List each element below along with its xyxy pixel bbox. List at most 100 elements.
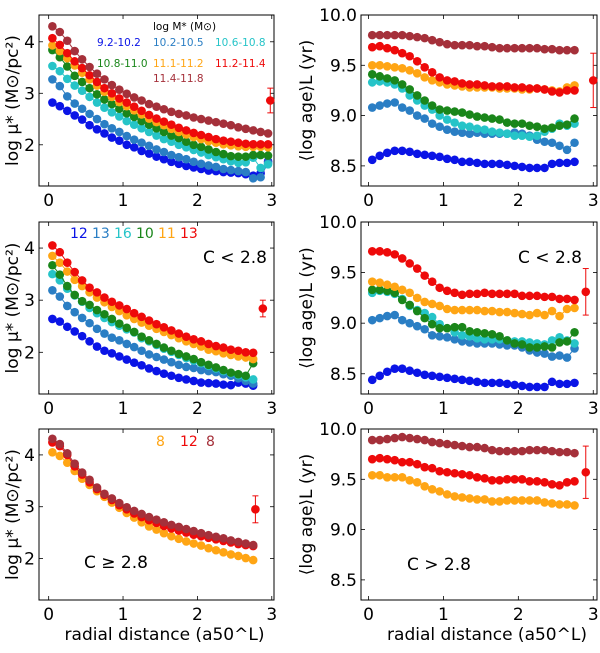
data-point — [92, 98, 102, 107]
y-tick-label: 9.0 — [330, 521, 357, 541]
data-point — [397, 364, 407, 374]
data-point — [405, 31, 414, 41]
data-point — [562, 294, 572, 304]
x-tick-label: 1 — [438, 605, 449, 625]
data-point — [465, 129, 474, 138]
data-point — [100, 95, 109, 104]
data-point — [495, 128, 504, 137]
data-point — [196, 159, 206, 169]
y-tick-label: 8.5 — [330, 157, 357, 177]
data-point — [100, 346, 109, 356]
data-point — [144, 99, 154, 109]
error-bar — [581, 268, 591, 316]
data-point — [174, 329, 184, 338]
data-point — [248, 348, 258, 358]
data-point — [55, 52, 65, 62]
data-point — [487, 378, 497, 388]
data-point — [77, 86, 87, 96]
data-point — [100, 309, 109, 319]
data-point — [159, 355, 169, 364]
sample-count: 13 — [180, 226, 198, 242]
data-point — [427, 151, 437, 161]
data-point — [555, 338, 564, 347]
data-point — [248, 139, 258, 149]
data-point — [562, 478, 572, 487]
data-point — [570, 327, 579, 337]
data-point — [70, 71, 79, 81]
error-bar-point — [258, 304, 268, 313]
data-point — [457, 108, 467, 117]
data-point — [397, 254, 407, 263]
data-point — [457, 79, 467, 88]
data-point — [100, 489, 109, 499]
data-point — [390, 455, 400, 465]
data-point — [510, 161, 519, 171]
data-point — [570, 295, 579, 305]
data-point — [375, 151, 385, 161]
data-point — [375, 453, 385, 463]
data-point — [412, 368, 422, 378]
data-point — [397, 432, 407, 442]
y-tick-label: 4 — [24, 33, 35, 53]
data-point — [263, 151, 273, 160]
data-point — [152, 525, 161, 534]
data-point — [420, 370, 429, 380]
data-point — [85, 318, 94, 328]
series-10.8-11.0 — [48, 260, 258, 381]
data-point — [100, 103, 109, 113]
data-point — [55, 66, 65, 76]
data-point — [465, 442, 474, 452]
legend: log M* (M⊙) 9.2-10.2 10.2-10.5 10.6-10.8 10.… — [97, 21, 266, 85]
data-point — [219, 534, 228, 543]
data-point — [196, 142, 206, 152]
error-bar — [265, 87, 275, 114]
data-point — [570, 448, 579, 458]
data-point — [62, 458, 72, 467]
legend-entry: 11.2-11.4 — [215, 58, 266, 70]
data-point — [256, 139, 265, 149]
data-point — [450, 374, 459, 384]
data-point — [100, 119, 109, 129]
data-point — [174, 109, 184, 119]
data-point — [181, 524, 191, 534]
data-point — [442, 154, 452, 164]
data-point — [435, 323, 444, 333]
data-point — [510, 474, 519, 484]
data-point — [547, 123, 557, 132]
series-11.2-11.4 — [48, 241, 258, 358]
data-point — [420, 73, 429, 82]
data-point — [405, 457, 414, 467]
data-point — [55, 451, 65, 461]
data-point — [570, 86, 579, 95]
data-point — [457, 157, 467, 167]
data-point — [540, 137, 549, 147]
data-point — [85, 83, 94, 93]
data-point — [525, 132, 534, 142]
data-point — [226, 550, 236, 559]
data-point — [174, 159, 184, 169]
data-point — [562, 337, 572, 346]
data-point — [532, 382, 542, 392]
x-tick-label: 2 — [192, 399, 203, 419]
data-point — [152, 515, 161, 524]
data-point — [62, 258, 72, 267]
data-point — [405, 66, 414, 75]
y-tick-label: 4 — [24, 239, 35, 259]
data-point — [85, 70, 94, 80]
data-point — [390, 282, 400, 292]
data-point — [62, 301, 72, 311]
data-point — [375, 72, 385, 81]
data-point — [390, 433, 400, 443]
data-point — [144, 512, 154, 522]
data-point — [405, 106, 414, 115]
data-point — [367, 435, 377, 445]
data-point — [159, 127, 169, 137]
data-point — [442, 125, 452, 134]
data-point — [122, 140, 132, 150]
y-tick-label: 8.5 — [330, 571, 357, 591]
data-point — [375, 285, 385, 295]
series-11.4-11.8 — [367, 432, 579, 458]
data-point — [517, 446, 527, 456]
data-point — [390, 364, 400, 374]
data-point — [77, 331, 87, 341]
